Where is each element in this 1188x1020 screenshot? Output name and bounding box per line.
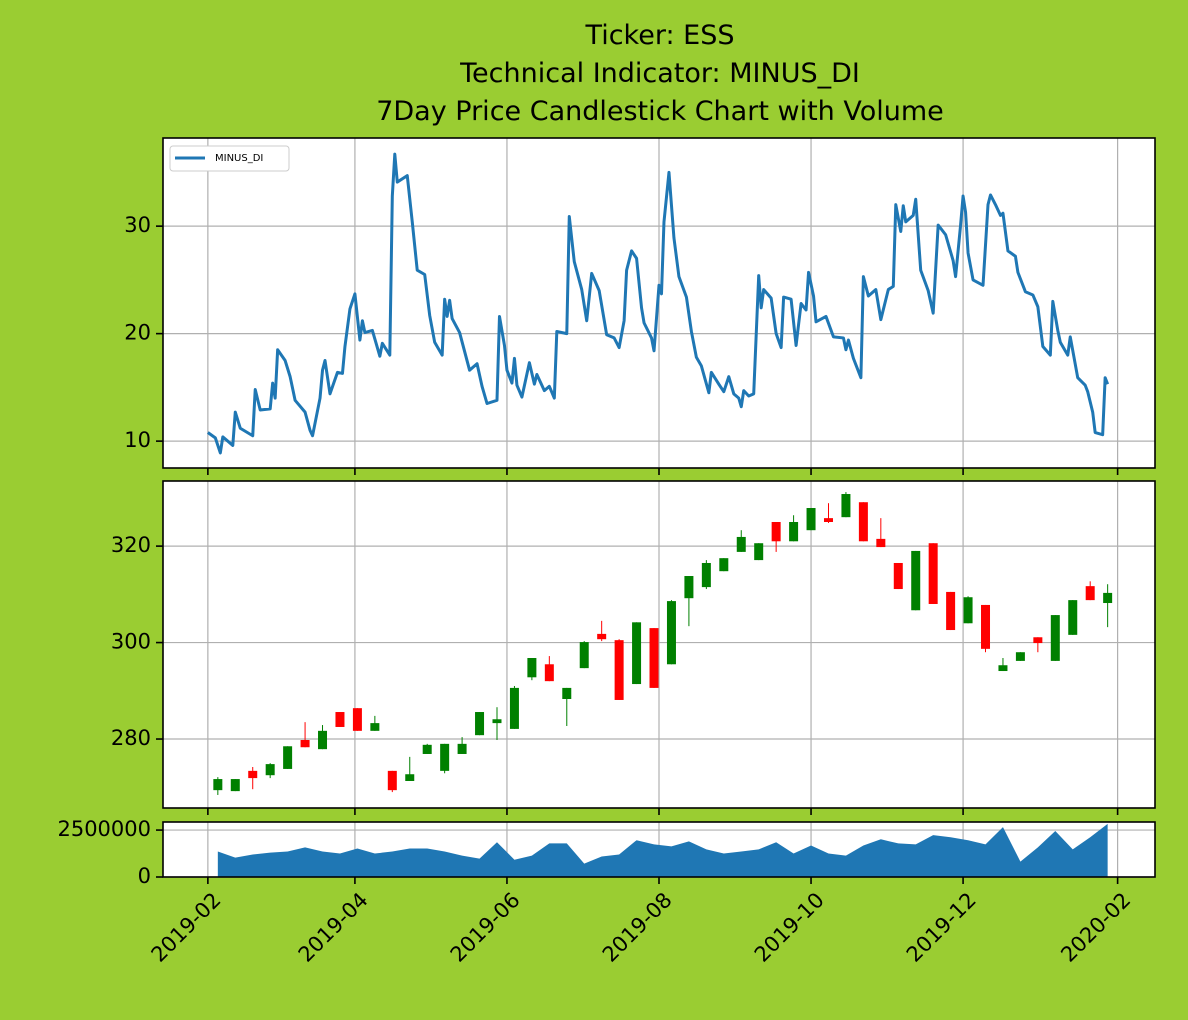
candle-body: [893, 562, 903, 590]
candle-body: [858, 502, 868, 542]
candle-body: [719, 558, 729, 572]
candle-body: [475, 712, 485, 736]
candle-body: [946, 591, 956, 631]
candle-body: [544, 664, 554, 682]
plot-area: [217, 823, 1108, 877]
candle-body: [318, 730, 328, 750]
candle-body: [1085, 586, 1095, 601]
candle-body: [981, 604, 991, 649]
y-tick-label: 0: [138, 864, 151, 888]
candle-body: [265, 764, 275, 776]
candle-body: [841, 494, 851, 518]
candle-body: [579, 642, 589, 669]
candle-body: [614, 640, 624, 700]
candle-body: [1068, 600, 1078, 635]
y-tick-label: 20: [124, 321, 151, 345]
chart-title: Technical Indicator: MINUS_DI: [459, 58, 860, 89]
candle-body: [352, 708, 362, 731]
candle-body: [632, 622, 642, 685]
candle-body: [283, 746, 293, 769]
legend: MINUS_DI: [169, 145, 290, 172]
candle-body: [911, 550, 921, 611]
candle-body: [771, 521, 781, 542]
candle-body: [701, 562, 711, 588]
candle-body: [1015, 652, 1025, 661]
candle-body: [527, 658, 537, 678]
candle-body: [1050, 615, 1060, 661]
candle-body: [597, 633, 607, 640]
candle-body: [248, 770, 258, 779]
plot-area: [213, 492, 1113, 795]
candle-body: [457, 743, 467, 754]
candle-body: [806, 508, 816, 531]
candle-body: [422, 744, 432, 754]
candle-body: [998, 665, 1008, 672]
candle-body: [1033, 637, 1043, 644]
legend-label: MINUS_DI: [215, 153, 263, 164]
chart-title: Ticker: ESS: [585, 20, 735, 51]
candle-body: [789, 521, 799, 542]
y-tick-label: 10: [124, 428, 151, 452]
candle-body: [405, 774, 415, 781]
candle-body: [928, 543, 938, 604]
candle-body: [492, 719, 502, 724]
y-tick-label: 320: [111, 533, 151, 557]
candle-body: [736, 536, 746, 552]
y-tick-label: 300: [111, 630, 151, 654]
candle-body: [300, 739, 310, 748]
candle-body: [876, 538, 886, 548]
candle-body: [823, 518, 833, 522]
candle-body: [649, 628, 659, 688]
chart-title: 7Day Price Candlestick Chart with Volume: [376, 96, 944, 127]
candle-body: [754, 543, 764, 561]
candle-body: [963, 597, 973, 624]
candle-body: [1103, 592, 1113, 604]
y-tick-label: 30: [124, 213, 151, 237]
candle-body: [562, 687, 572, 699]
area: [217, 823, 1108, 877]
legend-box: [169, 145, 290, 172]
candle-body: [684, 576, 694, 599]
plot-area: [206, 152, 1110, 455]
candle-body: [387, 770, 397, 791]
candle-body: [509, 687, 519, 729]
candle-body: [335, 712, 345, 727]
candle-body: [370, 723, 380, 731]
candle-body: [666, 601, 676, 665]
y-tick-label: 280: [111, 726, 151, 750]
candle-body: [440, 743, 450, 771]
candle-body: [213, 779, 223, 791]
candle-body: [230, 779, 240, 792]
y-tick-label: 2500000: [57, 817, 151, 841]
line: [206, 152, 1110, 455]
